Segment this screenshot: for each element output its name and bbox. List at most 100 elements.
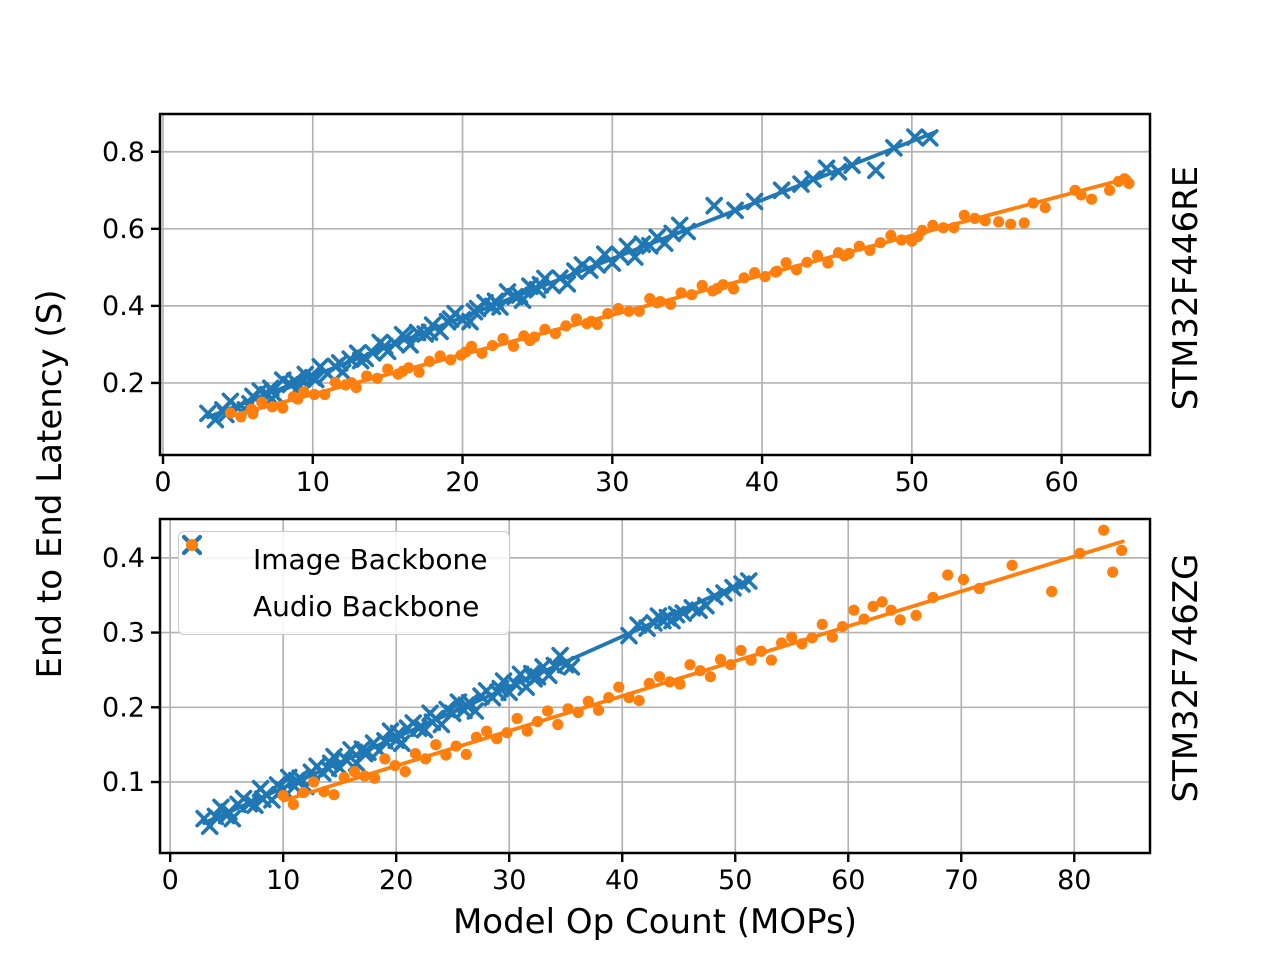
x-axis-label: Model Op Count (MOPs) [452, 902, 858, 942]
panel-stm32f746zg: 0 10 20 30 40 50 60 70 80 0.1 0.2 0.3 0.4 [102, 517, 1152, 896]
y-tick-label: 0.8 [102, 137, 145, 168]
x-tick-label: 60 [831, 865, 865, 896]
scatter-point-dot [592, 704, 605, 716]
scatter-point-dot [613, 681, 625, 693]
scatter-point-dot [704, 671, 717, 683]
scatter-point-dot [348, 766, 360, 778]
scatter-point-dot [1005, 218, 1017, 230]
scatter-point-dot [735, 644, 747, 657]
scatter-point-dot [1107, 566, 1119, 578]
scatter-point-dot [957, 573, 970, 586]
scatter-point-dot [958, 209, 970, 221]
fit-line-image-backbone [206, 130, 937, 420]
series-audio-backbone [277, 524, 1128, 811]
x-tick-label: 40 [605, 865, 639, 896]
scatter-point-dot [942, 569, 954, 581]
fit-line-audio-backbone [281, 539, 1125, 803]
x-tick-label: 50 [895, 467, 929, 498]
scatter-point-dot [826, 631, 839, 643]
y-tick-label: 0.6 [102, 214, 145, 245]
legend-label-audio-backbone: Audio Backbone [253, 589, 480, 623]
scatter-point-dot [552, 718, 564, 731]
legend: Image Backbone Audio Backbone [178, 531, 510, 635]
scatter-point-dot [521, 725, 533, 737]
scatter-point-x [867, 161, 885, 180]
scatter-point-dot [329, 376, 341, 388]
scatter-point-dot [481, 725, 493, 737]
scatter-point-dot [399, 766, 411, 778]
scatter-point-dot [848, 604, 860, 616]
scatter-point-dot [674, 678, 686, 690]
scatter-point-dot [430, 739, 442, 751]
series-audio-backbone [224, 173, 1135, 423]
scatter-point-dot [413, 366, 425, 378]
panel-stm32f446re: 0 10 20 30 40 50 60 0.2 0.4 0.6 0.8 [102, 112, 1152, 498]
scatter-point-dot [696, 279, 708, 292]
scatter-point-dot [653, 671, 666, 683]
series-image-backbone [199, 128, 939, 429]
scatter-point-x [466, 702, 485, 720]
scatter-point-dot [894, 614, 906, 626]
scatter-point-dot [328, 789, 340, 801]
scatter-point-dot [1086, 193, 1098, 205]
scatter-point-dot [867, 600, 879, 613]
scatter-point-dot [256, 396, 268, 408]
axes-spines [158, 112, 1152, 457]
x-tick-label: 60 [1044, 467, 1078, 498]
x-tick-label: 50 [718, 865, 752, 896]
y-tick-label: 0.2 [102, 692, 145, 723]
y-tick-label: 0.4 [102, 543, 145, 574]
legend-item-image-backbone: Image Backbone [179, 534, 509, 581]
scatter-point-dot [409, 748, 421, 760]
scatter-point-dot [728, 283, 740, 295]
y-tick-label: 0.4 [102, 291, 145, 322]
y-tick-label: 0.3 [102, 618, 145, 649]
legend-label-image-backbone: Image Backbone [253, 542, 488, 576]
scatter-point-dot [379, 753, 391, 765]
scatter-point-dot [885, 229, 897, 241]
scatter-point-dot [369, 772, 381, 784]
scatter-point-dot [308, 776, 320, 788]
x-tick-label: 40 [745, 467, 779, 498]
x-tick-label: 0 [154, 467, 171, 498]
x-tick-label: 70 [944, 865, 978, 896]
scatter-point-dot [910, 609, 922, 622]
y-axis-label: End to End Latency (S) [30, 289, 70, 679]
scatter-point-dot [765, 654, 778, 666]
scatter-point-x [705, 196, 723, 215]
scatter-point-dot [1018, 217, 1030, 229]
scatter-point-dot [993, 216, 1005, 228]
y-tick-label: 0.1 [102, 767, 145, 798]
scatter-point-dot [1098, 524, 1110, 536]
x-tick-label: 20 [379, 865, 413, 896]
row-label-stm32f746zg: STM32F746ZG [1166, 553, 1206, 803]
scatter-point-dot [684, 659, 696, 671]
scatter-point-dot [542, 705, 554, 717]
scatter-point-dot [633, 695, 645, 707]
scatter-point-dot [1006, 559, 1018, 571]
fit-line-image-backbone [202, 577, 752, 826]
x-tick-label: 10 [296, 467, 330, 498]
row-label-stm32f446re: STM32F446RE [1166, 165, 1206, 411]
x-tick-label: 30 [595, 467, 629, 498]
scatter-point-dot [511, 712, 523, 725]
scatter-point-dot [460, 748, 472, 761]
scatter-point-dot [277, 402, 289, 414]
scatter-point-dot [786, 631, 798, 643]
axes-spines [158, 517, 1152, 855]
fit-line-audio-backbone [228, 176, 1131, 418]
x-tick-label: 0 [162, 865, 179, 896]
x-tick-label: 30 [492, 865, 526, 896]
y-tick-label: 0.2 [102, 368, 145, 399]
legend-item-audio-backbone: Audio Backbone [179, 539, 509, 628]
scatter-point-dot [780, 257, 792, 269]
scatter-point-dot [1116, 544, 1128, 557]
x-tick-label: 80 [1057, 865, 1091, 896]
scatter-point-dot [816, 618, 828, 631]
x-tick-label: 20 [445, 467, 479, 498]
x-tick-label: 10 [266, 865, 300, 896]
scatter-point-dot [876, 596, 888, 608]
scatter-point-dot [287, 798, 299, 811]
scatter-point-dot [1104, 184, 1116, 196]
